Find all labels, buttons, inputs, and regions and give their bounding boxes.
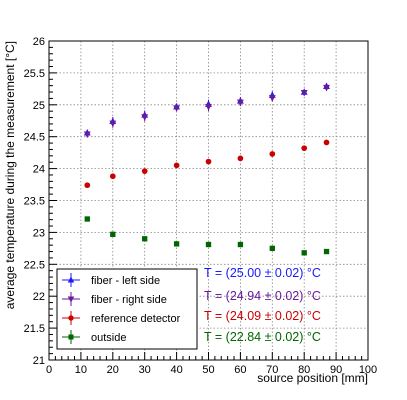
x-axis-label: source position [mm] bbox=[257, 371, 368, 385]
x-tick-label: 70 bbox=[266, 364, 278, 376]
data-point bbox=[141, 114, 149, 121]
data-point bbox=[84, 216, 90, 222]
series-3 bbox=[84, 139, 330, 189]
x-tick-label: 80 bbox=[298, 364, 310, 376]
data-point bbox=[173, 105, 181, 112]
data-point bbox=[110, 231, 116, 237]
legend-label: fiber - right side bbox=[91, 294, 167, 306]
data-point bbox=[237, 155, 244, 162]
data-point bbox=[173, 162, 180, 169]
x-tick-label: 30 bbox=[139, 364, 151, 376]
y-tick-label: 23 bbox=[33, 227, 45, 239]
legend-entry: fiber - left side bbox=[62, 273, 160, 287]
y-tick-label: 22.5 bbox=[24, 259, 45, 271]
series-2 bbox=[83, 84, 330, 138]
series-4 bbox=[84, 216, 330, 256]
fit-annotation: T = (22.84 ± 0.02) °C bbox=[204, 330, 321, 344]
data-point bbox=[205, 104, 212, 111]
legend-marker bbox=[68, 334, 74, 340]
data-point bbox=[236, 99, 244, 107]
data-point bbox=[83, 131, 91, 138]
x-tick-labels: 0 10 20 30 40 50 60 70 80 90 100 bbox=[46, 364, 377, 376]
y-tick-label: 22 bbox=[33, 291, 45, 303]
data-point bbox=[109, 173, 116, 180]
y-tick-label: 25.5 bbox=[24, 68, 45, 80]
fit-annotation: T = (25.00 ± 0.02) °C bbox=[204, 266, 321, 280]
data-point bbox=[205, 241, 212, 248]
y-tick-label: 21 bbox=[33, 355, 45, 367]
fit-annotation: T = (24.09 ± 0.02) °C bbox=[204, 309, 321, 323]
fit-annotation: T = (24.94 ± 0.02) °C bbox=[204, 289, 321, 303]
data-point bbox=[173, 241, 180, 247]
x-tick-label: 40 bbox=[170, 364, 182, 376]
data-point bbox=[269, 151, 276, 157]
data-points bbox=[83, 82, 330, 256]
legend-marker bbox=[67, 296, 75, 303]
data-point bbox=[323, 139, 330, 146]
legend-entry: reference detector bbox=[62, 311, 181, 325]
data-point bbox=[109, 120, 117, 128]
data-point bbox=[301, 145, 308, 152]
data-point bbox=[141, 168, 148, 175]
y-tick-label: 26 bbox=[33, 36, 45, 48]
data-point bbox=[205, 158, 212, 165]
y-tick-label: 24.5 bbox=[24, 132, 45, 144]
x-tick-label: 10 bbox=[75, 364, 87, 376]
data-point bbox=[84, 182, 91, 189]
y-tick-label: 24 bbox=[33, 164, 45, 176]
x-tick-label: 0 bbox=[46, 364, 52, 376]
y-tick-label: 21.5 bbox=[24, 323, 45, 335]
x-tick-label: 50 bbox=[202, 364, 214, 376]
legend: fiber - left side fiber - right side refer… bbox=[56, 268, 198, 350]
data-point bbox=[301, 250, 307, 256]
data-point bbox=[142, 236, 148, 242]
y-tick-label: 25 bbox=[33, 100, 45, 112]
data-point bbox=[323, 248, 330, 255]
data-point bbox=[300, 90, 308, 97]
x-tick-label: 90 bbox=[330, 364, 342, 376]
y-axis-label: average temperature during the measureme… bbox=[3, 41, 17, 309]
x-tick-label: 100 bbox=[359, 364, 377, 376]
legend-label: reference detector bbox=[91, 313, 181, 325]
axis-ticks bbox=[48, 40, 369, 361]
legend-entry: outside bbox=[62, 330, 126, 344]
data-point bbox=[269, 245, 275, 252]
legend-label: fiber - left side bbox=[91, 275, 160, 287]
data-point bbox=[323, 84, 330, 92]
x-tick-label: 60 bbox=[234, 364, 246, 376]
data-point bbox=[268, 95, 276, 102]
legend-marker bbox=[67, 276, 75, 283]
y-tick-labels: 21 21.5 22 22.5 23 23.5 24 24.5 25 25.5 26 bbox=[24, 36, 45, 367]
y-tick-label: 23.5 bbox=[24, 196, 45, 208]
x-tick-label: 20 bbox=[107, 364, 119, 376]
legend-box bbox=[56, 268, 198, 350]
fit-annotations: T = (25.00 ± 0.02) °C T = (24.94 ± 0.02) … bbox=[204, 266, 321, 344]
legend-marker bbox=[68, 315, 74, 321]
data-point bbox=[237, 241, 244, 248]
legend-entry: fiber - right side bbox=[62, 292, 167, 306]
legend-label: outside bbox=[91, 332, 126, 344]
